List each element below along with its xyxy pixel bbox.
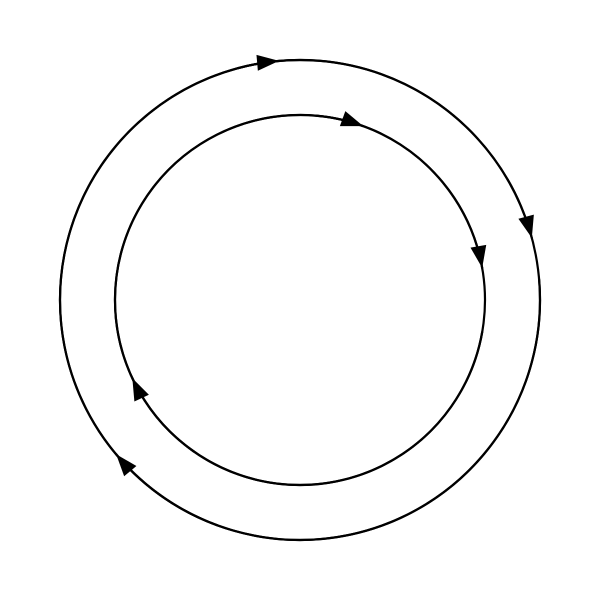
arrows-group — [60, 55, 540, 540]
circular-arrows-diagram — [0, 0, 600, 600]
inner-ring-arc-1 — [115, 115, 482, 485]
outer-ring-arc-2 — [116, 60, 540, 540]
inner-ring-arc-2 — [132, 116, 485, 485]
inner-ring-arrowhead-2 — [132, 378, 149, 401]
